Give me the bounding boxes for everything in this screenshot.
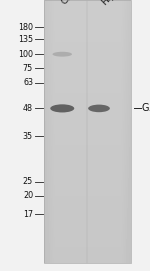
- Text: 20: 20: [23, 191, 33, 200]
- Text: GABR B: GABR B: [142, 104, 150, 113]
- Text: 75: 75: [23, 64, 33, 73]
- Text: 180: 180: [18, 22, 33, 32]
- Text: 63: 63: [23, 78, 33, 87]
- Text: Cerebrum: Cerebrum: [59, 0, 98, 7]
- Ellipse shape: [88, 105, 110, 112]
- Text: 25: 25: [23, 177, 33, 186]
- Text: 35: 35: [23, 131, 33, 141]
- Text: 100: 100: [18, 50, 33, 59]
- Text: 135: 135: [18, 35, 33, 44]
- Bar: [44, 0, 130, 263]
- Text: 48: 48: [23, 104, 33, 113]
- Text: 17: 17: [23, 209, 33, 219]
- Text: Hippocampus: Hippocampus: [100, 0, 150, 7]
- Ellipse shape: [52, 52, 72, 57]
- Ellipse shape: [50, 104, 74, 112]
